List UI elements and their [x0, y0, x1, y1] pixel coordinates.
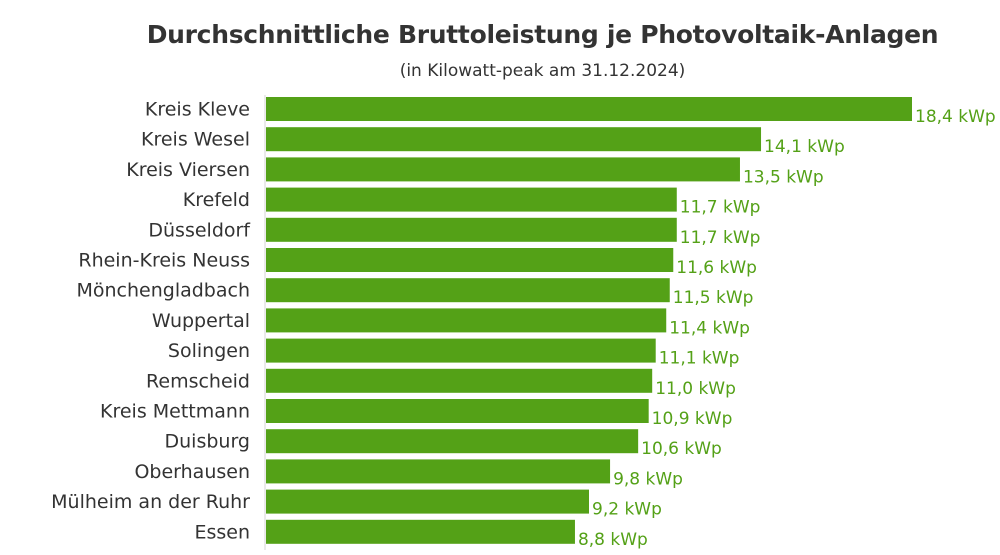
bar [266, 157, 740, 182]
bar [266, 338, 656, 363]
value-label: 13,5 kWp [743, 167, 824, 187]
category-label: Mülheim an der Ruhr [51, 491, 250, 513]
value-label: 11,0 kWp [655, 379, 736, 399]
bar [266, 127, 762, 152]
bar [266, 459, 611, 484]
bar [266, 97, 912, 121]
category-label: Oberhausen [134, 461, 250, 483]
value-label: 10,6 kWp [641, 439, 722, 459]
bar [266, 489, 589, 514]
bar [266, 248, 674, 272]
bar [266, 429, 639, 454]
category-label: Krefeld [183, 189, 250, 211]
category-label: Duisburg [165, 431, 251, 453]
bar [266, 368, 653, 393]
bar [266, 399, 649, 423]
bar [266, 217, 677, 242]
value-label: 9,8 kWp [613, 469, 683, 489]
chart-title: Durchschnittliche Bruttoleistung je Phot… [146, 20, 939, 49]
category-label: Kreis Mettmann [100, 401, 250, 423]
category-label: Rhein-Kreis Neuss [78, 250, 250, 272]
category-label: Mönchengladbach [76, 280, 250, 302]
category-label: Essen [194, 521, 250, 543]
value-label: 11,7 kWp [680, 198, 761, 218]
value-label: 8,8 kWp [578, 530, 648, 550]
value-label: 14,1 kWp [764, 137, 845, 157]
value-label: 11,7 kWp [680, 228, 761, 248]
bar [266, 278, 670, 303]
value-label: 11,4 kWp [669, 318, 750, 338]
category-label: Solingen [168, 340, 250, 362]
category-label: Kreis Kleve [145, 99, 250, 121]
category-label: Remscheid [146, 370, 250, 392]
value-label: 18,4 kWp [915, 107, 996, 127]
bar [266, 187, 677, 212]
value-label: 11,1 kWp [659, 349, 740, 369]
bar [266, 308, 667, 333]
bar [266, 519, 575, 544]
category-label: Kreis Wesel [141, 129, 250, 151]
value-label: 11,6 kWp [676, 258, 757, 278]
category-label: Düsseldorf [148, 219, 251, 241]
category-label: Wuppertal [152, 310, 250, 332]
value-label: 9,2 kWp [592, 500, 662, 520]
chart-subtitle: (in Kilowatt-peak am 31.12.2024) [399, 61, 686, 81]
value-label: 10,9 kWp [652, 409, 733, 429]
category-label: Kreis Viersen [126, 159, 250, 181]
value-label: 11,5 kWp [673, 288, 754, 308]
